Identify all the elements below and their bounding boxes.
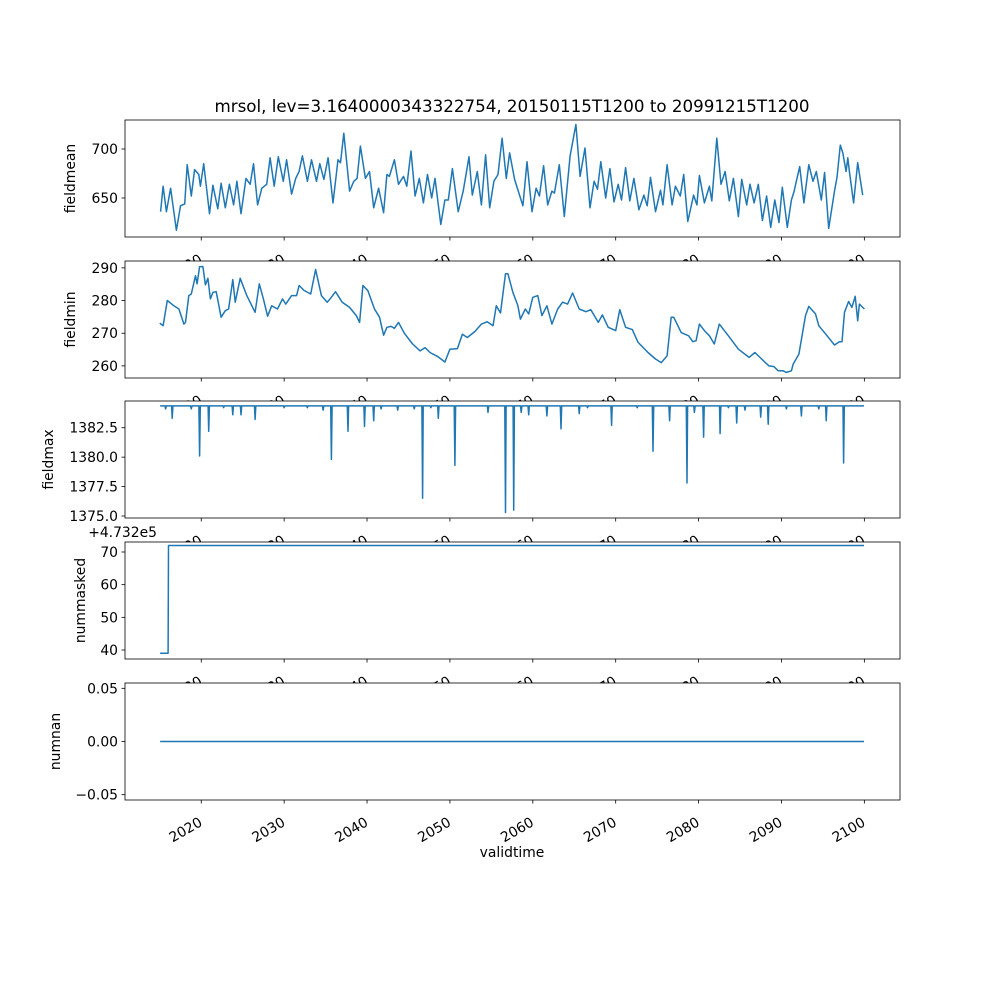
y-tick-label: 280 [91,294,118,310]
subplots: 6507002020203020402050206020702080209021… [41,119,901,846]
y-tick-label: 40 [100,643,118,659]
y-tick-label: 290 [91,261,118,277]
series-line-fieldmax [160,405,864,514]
y-tick-label: 1382.5 [69,421,118,437]
y-tick-label: 700 [91,142,118,158]
y-tick-label: 0.05 [87,681,118,697]
axes-frame [124,541,901,660]
x-axis-label: validtime [480,845,545,861]
y-offset-text: +4.732e5 [88,525,157,541]
series-line-fieldmean [159,123,864,232]
y-tick-label: 1380.0 [69,450,118,466]
y-tick-label: 60 [100,578,118,594]
y-axis-label: numnan [48,713,64,770]
y-tick-label: 70 [100,545,118,561]
series-line-nummasked [160,544,864,655]
y-tick-label: 1377.5 [69,480,118,496]
axes-frame [124,260,901,379]
y-tick-label: 50 [100,610,118,626]
y-tick-label: −0.05 [75,788,118,804]
axes-background [125,120,900,237]
y-axis-label: fieldmax [41,429,57,489]
axes-frame [124,119,901,238]
axes-background [125,542,900,659]
series-line-fieldmin [159,265,865,374]
y-tick-label: 270 [91,326,118,342]
y-tick-label: 650 [91,191,118,207]
chart-title: mrsol, lev=3.1640000343322754, 20150115T… [215,96,810,116]
y-axis-label: nummasked [73,558,89,643]
axes-background [125,261,900,378]
y-tick-label: 1375.0 [69,509,118,525]
y-tick-label: 260 [91,359,118,375]
y-axis-label: fieldmin [63,291,79,347]
y-tick-label: 0.00 [87,735,118,751]
y-axis-label: fieldmean [63,144,79,213]
axes-frame [124,400,901,519]
